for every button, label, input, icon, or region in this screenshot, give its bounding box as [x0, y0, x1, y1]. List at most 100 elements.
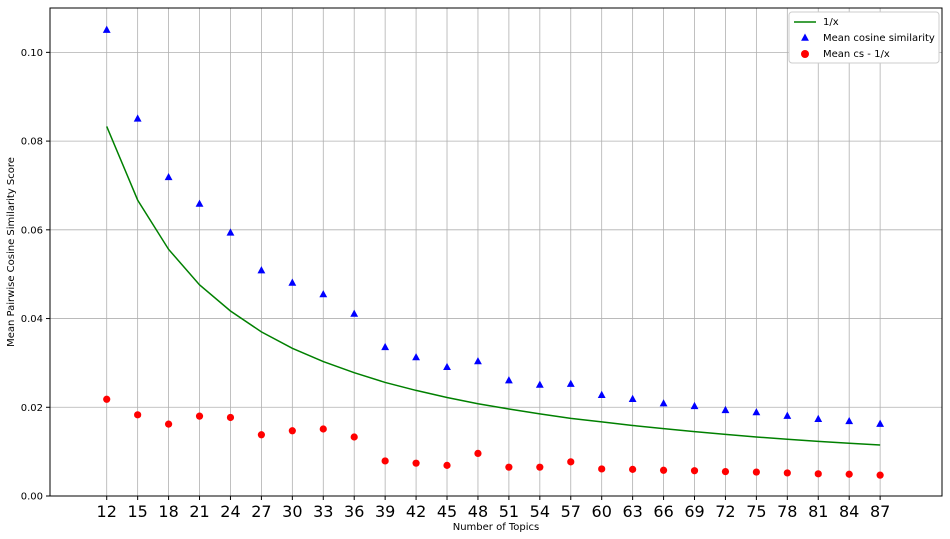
plot-frame — [49, 7, 943, 497]
y-tick-label: 0.02 — [21, 403, 43, 414]
point-mean-cs-minus — [350, 433, 358, 441]
point-mean-cosine — [102, 25, 111, 33]
legend: 1/x Mean cosine similarity Mean cs - 1/x — [788, 11, 940, 64]
point-mean-cs-minus — [690, 467, 699, 475]
point-mean-cs-minus — [629, 465, 637, 473]
point-mean-cosine — [659, 399, 668, 407]
x-tick-label: 21 — [189, 502, 209, 521]
point-mean-cosine — [566, 379, 575, 387]
point-mean-cs-minus — [443, 461, 451, 469]
legend-label-reciprocal: 1/x — [823, 17, 839, 28]
x-tick-label: 84 — [839, 502, 859, 521]
x-tick-label: 18 — [158, 502, 178, 521]
point-mean-cosine — [319, 290, 328, 298]
point-mean-cs-minus — [505, 463, 513, 471]
x-tick-label: 42 — [406, 502, 426, 521]
point-mean-cosine — [443, 362, 451, 371]
point-mean-cs-minus — [412, 459, 420, 467]
x-tick-label: 72 — [715, 502, 735, 521]
point-mean-cosine — [133, 114, 142, 122]
point-mean-cosine — [504, 376, 513, 384]
plot-area — [102, 25, 885, 479]
point-mean-cosine — [288, 278, 297, 286]
legend-label-mean-cs-minus: Mean cs - 1/x — [823, 49, 890, 60]
legend-box — [788, 11, 940, 64]
grid — [50, 8, 942, 497]
point-mean-cs-minus — [536, 463, 544, 471]
x-tick-label: 12 — [97, 502, 117, 521]
legend-label-mean-cosine: Mean cosine similarity — [823, 33, 935, 44]
x-tick-label: 15 — [127, 502, 147, 521]
point-mean-cs-minus — [721, 468, 730, 476]
y-axis-ticks: 0.00 0.02 0.04 0.06 0.08 0.10 — [21, 48, 50, 503]
x-tick-label: 51 — [499, 502, 519, 521]
point-mean-cosine — [381, 342, 390, 351]
point-mean-cs-minus — [257, 431, 265, 439]
legend-circle-swatch — [801, 50, 809, 58]
x-tick-label: 39 — [375, 502, 395, 521]
point-mean-cs-minus — [195, 412, 204, 420]
y-tick-label: 0.00 — [21, 492, 43, 503]
x-tick-label: 33 — [313, 502, 333, 521]
point-mean-cs-minus — [319, 425, 327, 433]
point-mean-cosine — [164, 172, 173, 181]
x-tick-label: 57 — [561, 502, 581, 521]
x-tick-label: 54 — [530, 502, 550, 521]
point-mean-cosine — [257, 266, 266, 274]
x-tick-label: 36 — [344, 502, 364, 521]
point-mean-cs-minus — [567, 458, 575, 466]
point-mean-cosine — [195, 199, 204, 207]
x-tick-label: 30 — [282, 502, 302, 521]
x-tick-label: 48 — [468, 502, 488, 521]
point-mean-cs-minus — [103, 395, 111, 403]
x-tick-label: 69 — [684, 502, 704, 521]
point-mean-cosine — [226, 228, 235, 236]
series-line-reciprocal — [106, 126, 881, 446]
point-mean-cosine — [814, 414, 823, 422]
x-tick-label: 78 — [777, 502, 797, 521]
point-mean-cs-minus — [659, 466, 668, 474]
point-mean-cs-minus — [474, 449, 482, 458]
point-mean-cs-minus — [814, 470, 822, 478]
point-mean-cs-minus — [381, 457, 389, 465]
point-mean-cs-minus — [783, 469, 791, 477]
y-tick-label: 0.06 — [21, 225, 43, 236]
y-axis-label: Mean Pairwise Cosine Similarity Score — [6, 157, 17, 347]
point-mean-cosine — [412, 353, 420, 361]
x-tick-label: 60 — [592, 502, 612, 521]
x-axis-ticks: 12 15 18 21 24 27 30 33 36 39 42 45 48 51 54 57 60 63 66 69… — [97, 496, 890, 521]
point-mean-cosine — [721, 405, 730, 414]
x-tick-label: 63 — [622, 502, 642, 521]
x-tick-label: 27 — [251, 502, 271, 521]
x-tick-label: 66 — [653, 502, 673, 521]
point-mean-cosine — [350, 309, 359, 317]
x-axis-label: Number of Topics — [453, 522, 540, 533]
point-mean-cs-minus — [226, 413, 235, 422]
point-mean-cs-minus — [288, 427, 296, 435]
x-tick-label: 75 — [746, 502, 766, 521]
point-mean-cosine — [783, 411, 792, 419]
point-mean-cs-minus — [164, 420, 173, 428]
point-mean-cosine — [597, 390, 606, 398]
point-mean-cosine — [690, 401, 699, 410]
legend-triangle-swatch — [801, 33, 809, 41]
point-mean-cosine — [845, 416, 854, 425]
point-mean-cosine — [474, 357, 482, 365]
x-tick-label: 45 — [437, 502, 457, 521]
x-tick-label: 24 — [220, 502, 240, 521]
point-mean-cs-minus — [876, 471, 884, 479]
x-tick-label: 87 — [870, 502, 890, 521]
y-tick-label: 0.10 — [21, 48, 43, 59]
y-tick-label: 0.04 — [21, 314, 43, 325]
y-tick-label: 0.08 — [21, 137, 43, 148]
point-mean-cosine — [752, 408, 761, 416]
point-mean-cs-minus — [752, 468, 760, 476]
x-tick-label: 81 — [808, 502, 828, 521]
point-mean-cs-minus — [845, 470, 853, 478]
point-mean-cosine — [535, 380, 544, 388]
point-mean-cs-minus — [598, 465, 606, 473]
point-mean-cs-minus — [134, 411, 142, 419]
point-mean-cosine — [628, 394, 637, 402]
point-mean-cosine — [876, 419, 885, 427]
